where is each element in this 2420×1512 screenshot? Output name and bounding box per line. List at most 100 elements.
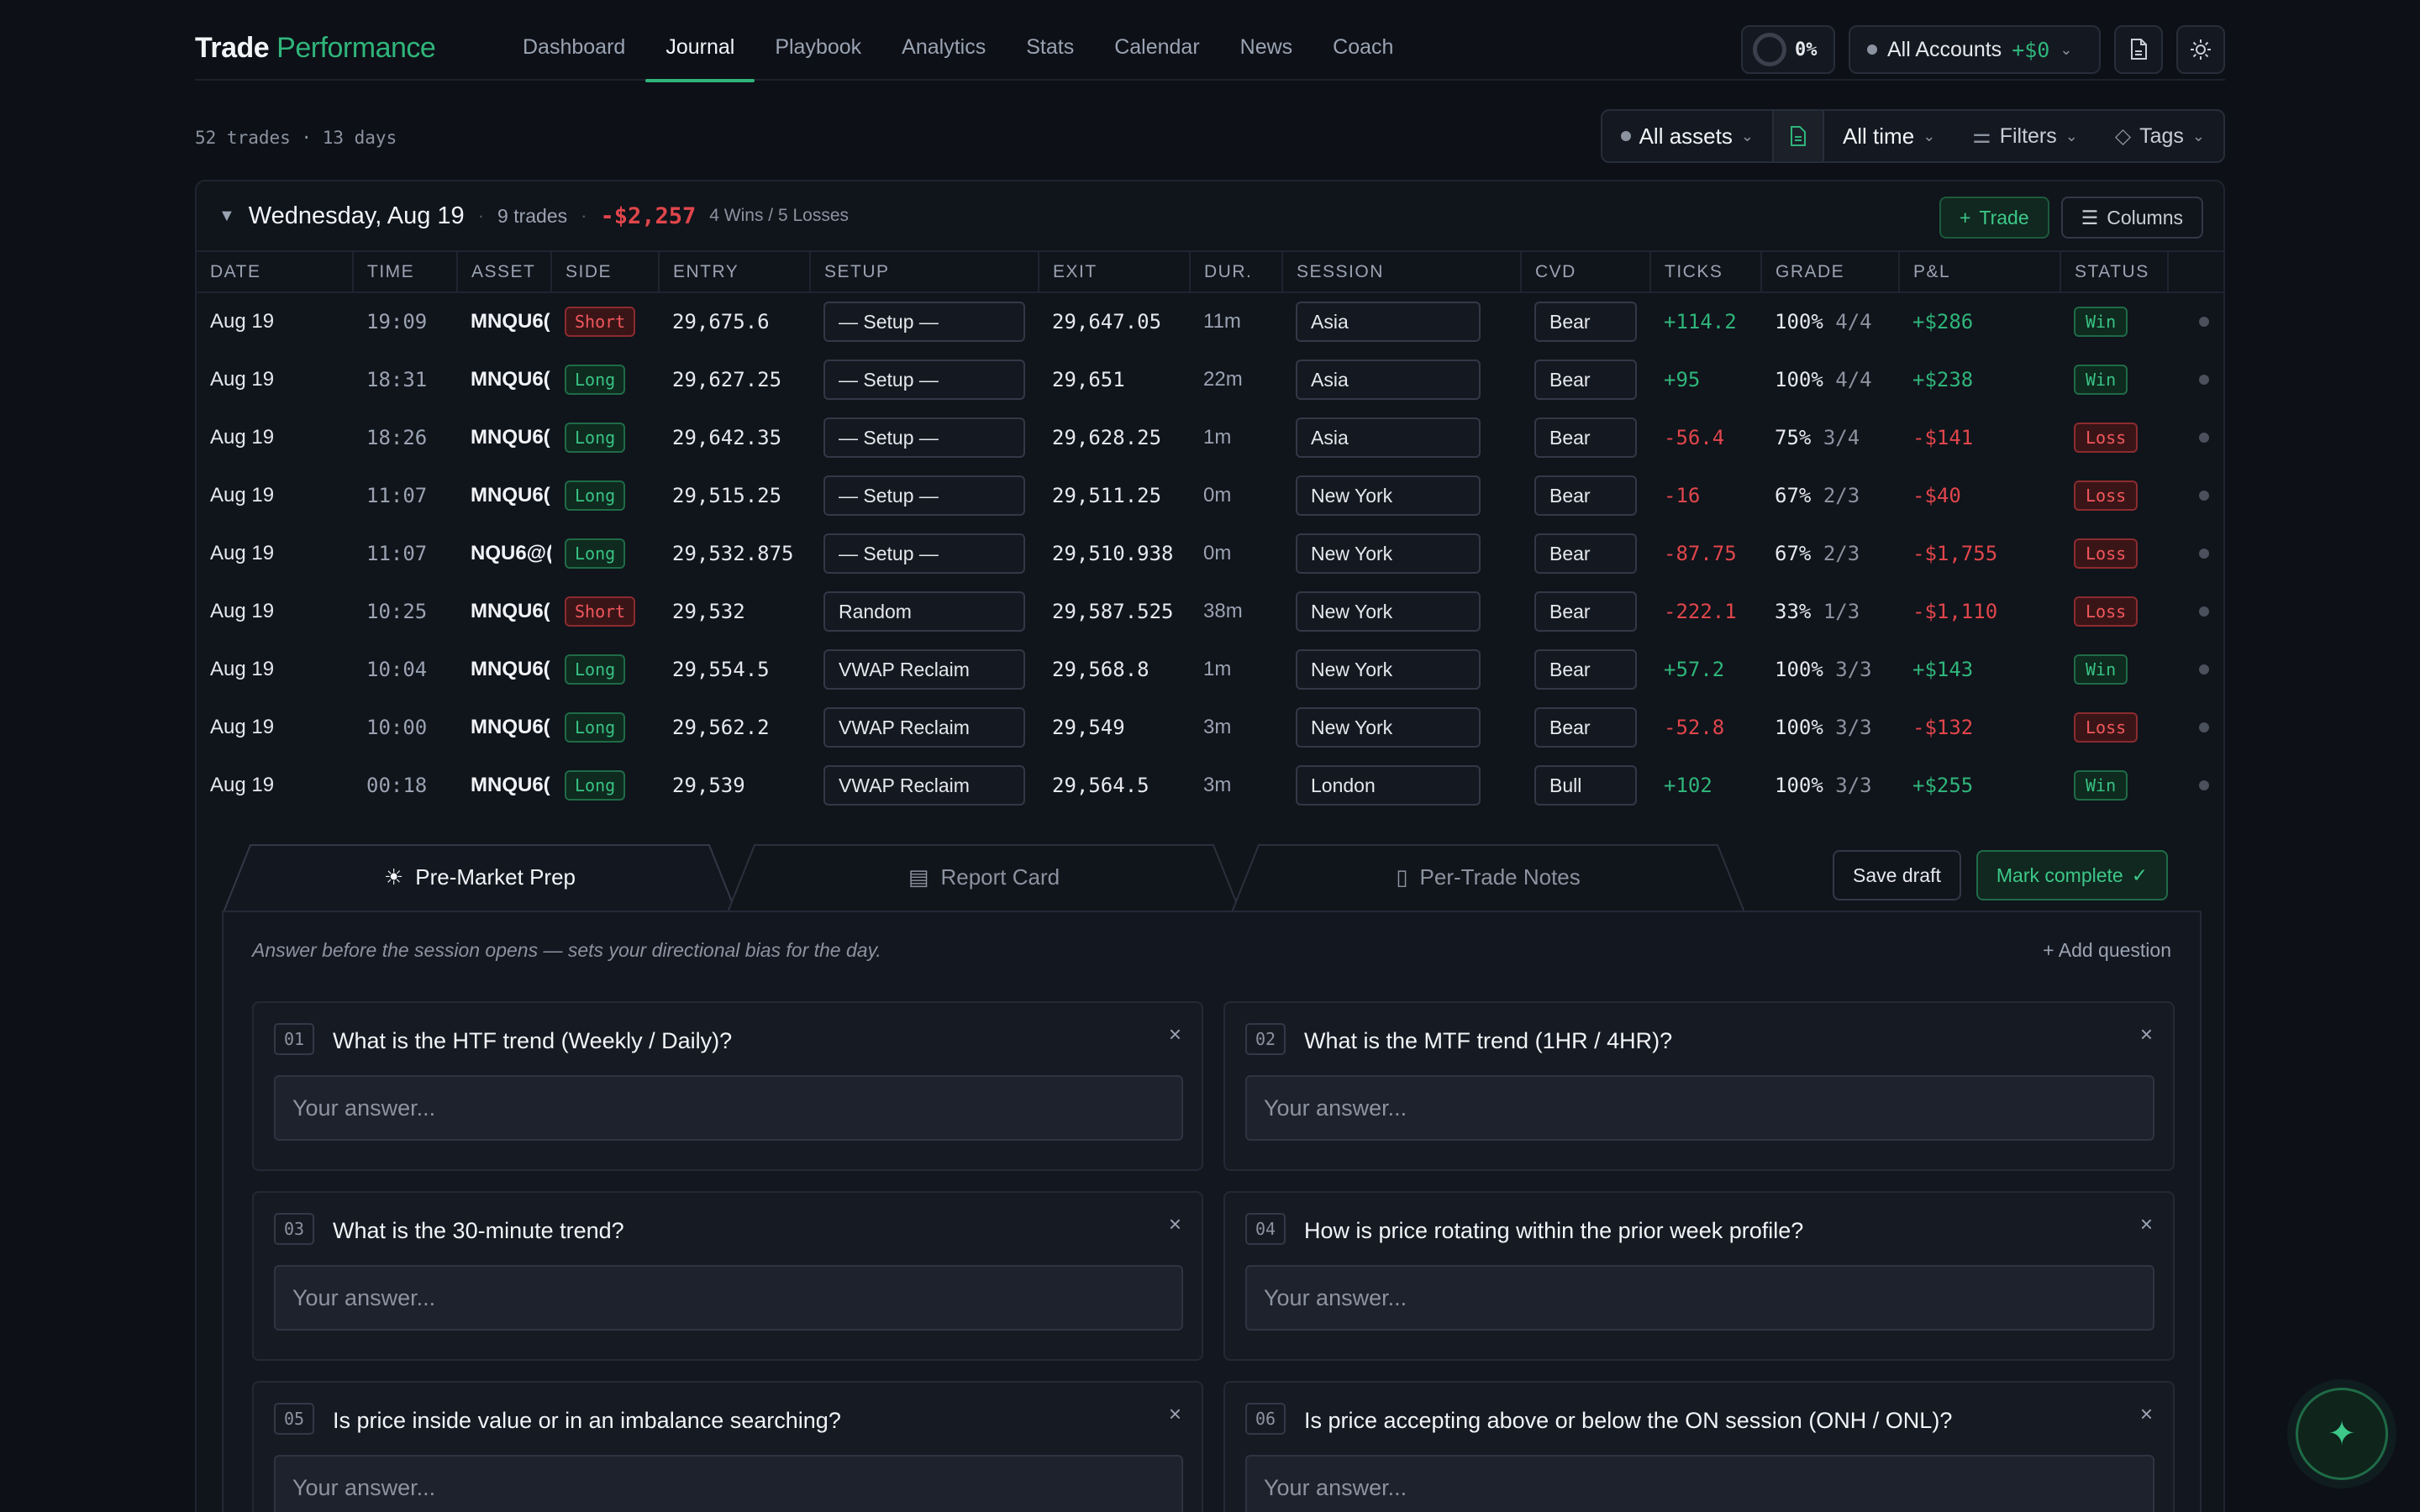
setup-select[interactable]: VWAP Reclaim	[823, 764, 1025, 806]
cvd-select[interactable]: Bear	[1534, 706, 1637, 748]
account-selector[interactable]: All Accounts +$0 ⌄	[1849, 25, 2101, 74]
table-row[interactable]: Aug 19 10:00 MNQU6(Long 29,562.2 VWAP Reclai…	[197, 698, 2223, 756]
column-header[interactable]: CVD	[1521, 252, 1651, 293]
columns-button[interactable]: ☰ Columns	[2060, 197, 2203, 239]
close-icon[interactable]: ×	[1168, 1021, 1181, 1047]
row-menu-dot-icon[interactable]	[2199, 780, 2209, 790]
column-header[interactable]: EXIT	[1039, 252, 1191, 293]
tags-dropdown[interactable]: ◇ Tags ⌄	[2096, 111, 2223, 161]
setup-select[interactable]: VWAP Reclaim	[823, 706, 1025, 748]
answer-input[interactable]	[1245, 1075, 2154, 1141]
answer-input[interactable]	[274, 1075, 1183, 1141]
close-icon[interactable]: ×	[1168, 1401, 1181, 1426]
assets-filter[interactable]: All assets ⌄	[1602, 111, 1772, 161]
setup-select[interactable]: VWAP Reclaim	[823, 648, 1025, 690]
column-header[interactable]: P&L	[1899, 252, 2061, 293]
cell-menu[interactable]	[2168, 466, 2223, 524]
session-select[interactable]: New York	[1296, 591, 1481, 632]
table-row[interactable]: Aug 19 19:09 MNQU6(Short 29,675.6 — Setup — 2…	[197, 292, 2223, 350]
setup-select[interactable]: — Setup —	[823, 302, 1025, 342]
filters-dropdown[interactable]: ⚌ Filters ⌄	[1954, 111, 2096, 161]
time-filter[interactable]: All time ⌄	[1824, 111, 1954, 161]
close-icon[interactable]: ×	[2139, 1021, 2153, 1047]
tab-pre-market-prep[interactable]: ☀ Pre-Market Prep	[222, 842, 738, 912]
ai-assistant-button[interactable]: ✦	[2296, 1388, 2388, 1480]
add-question-link[interactable]: + Add question	[2043, 939, 2171, 961]
setup-select[interactable]: — Setup —	[823, 359, 1025, 400]
nav-stats[interactable]: Stats	[1026, 35, 1075, 59]
cell-menu[interactable]	[2168, 756, 2223, 814]
answer-input[interactable]	[274, 1265, 1183, 1331]
cvd-select[interactable]: Bear	[1534, 475, 1637, 516]
session-select[interactable]: New York	[1296, 706, 1481, 748]
session-select[interactable]: Asia	[1296, 417, 1481, 458]
column-header[interactable]: DUR.	[1190, 252, 1283, 293]
column-header[interactable]: TICKS	[1650, 252, 1762, 293]
cvd-select[interactable]: Bear	[1534, 359, 1637, 400]
mark-complete-button[interactable]: Mark complete ✓	[1975, 850, 2168, 900]
answer-input[interactable]	[274, 1455, 1183, 1512]
column-header[interactable]: SIDE	[551, 252, 660, 293]
cell-menu[interactable]	[2168, 698, 2223, 756]
column-header[interactable]: ENTRY	[659, 252, 811, 293]
setup-select[interactable]: Random	[823, 591, 1025, 632]
column-header[interactable]: STATUS	[2060, 252, 2169, 293]
column-header[interactable]: SESSION	[1282, 252, 1522, 293]
cvd-select[interactable]: Bear	[1534, 648, 1637, 690]
table-row[interactable]: Aug 19 10:25 MNQU6(Short 29,532 Random 29,587…	[197, 582, 2223, 640]
session-select[interactable]: London	[1296, 764, 1481, 806]
cell-menu[interactable]	[2168, 640, 2223, 698]
brand-logo[interactable]: Trade Performance	[195, 32, 436, 65]
cell-menu[interactable]	[2168, 408, 2223, 466]
cvd-select[interactable]: Bull	[1534, 764, 1637, 806]
row-menu-dot-icon[interactable]	[2199, 317, 2209, 327]
setup-select[interactable]: — Setup —	[823, 475, 1025, 516]
cell-menu[interactable]	[2168, 292, 2223, 350]
column-header[interactable]: TIME	[353, 252, 458, 293]
session-select[interactable]: Asia	[1296, 359, 1481, 400]
theme-toggle-button[interactable]	[2176, 25, 2225, 74]
table-row[interactable]: Aug 19 11:07 NQU6@(Long 29,532.875 — Setup —…	[197, 524, 2223, 582]
table-row[interactable]: Aug 19 11:07 MNQU6(Long 29,515.25 — Setup — 2…	[197, 466, 2223, 524]
add-trade-button[interactable]: + Trade	[1939, 197, 2049, 239]
row-menu-dot-icon[interactable]	[2199, 432, 2209, 443]
nav-coach[interactable]: Coach	[1333, 35, 1394, 59]
setup-select[interactable]: — Setup —	[823, 533, 1025, 574]
row-menu-dot-icon[interactable]	[2199, 606, 2209, 617]
row-menu-dot-icon[interactable]	[2199, 722, 2209, 732]
save-draft-button[interactable]: Save draft	[1833, 850, 1961, 900]
cell-menu[interactable]	[2168, 582, 2223, 640]
row-menu-dot-icon[interactable]	[2199, 490, 2209, 501]
row-menu-dot-icon[interactable]	[2199, 374, 2209, 385]
nav-analytics[interactable]: Analytics	[902, 35, 986, 59]
tab-per-trade-notes[interactable]: ▯ Per-Trade Notes	[1230, 842, 1746, 912]
close-icon[interactable]: ×	[1168, 1211, 1181, 1236]
row-menu-dot-icon[interactable]	[2199, 548, 2209, 559]
session-select[interactable]: New York	[1296, 648, 1481, 690]
day-header[interactable]: ▼ Wednesday, Aug 19 · 9 trades · -$2,257…	[197, 181, 2223, 252]
table-row[interactable]: Aug 19 10:04 MNQU6(Long 29,554.5 VWAP Reclai…	[197, 640, 2223, 698]
answer-input[interactable]	[1245, 1455, 2154, 1512]
tab-report-card[interactable]: ▤ Report Card	[726, 842, 1242, 912]
cvd-select[interactable]: Bear	[1534, 417, 1637, 458]
session-select[interactable]: Asia	[1296, 302, 1481, 342]
session-select[interactable]: New York	[1296, 475, 1481, 516]
table-row[interactable]: Aug 19 18:26 MNQU6(Long 29,642.35 — Setup — 2…	[197, 408, 2223, 466]
setup-select[interactable]: — Setup —	[823, 417, 1025, 458]
table-row[interactable]: Aug 19 18:31 MNQU6(Long 29,627.25 — Setup — 2…	[197, 350, 2223, 408]
close-icon[interactable]: ×	[2139, 1401, 2153, 1426]
cvd-select[interactable]: Bear	[1534, 302, 1637, 342]
answer-input[interactable]	[1245, 1265, 2154, 1331]
sheet-view-button[interactable]	[1771, 111, 1824, 161]
cell-menu[interactable]	[2168, 524, 2223, 582]
column-header[interactable]: DATE	[197, 252, 354, 293]
column-header[interactable]: ASSET	[457, 252, 552, 293]
session-select[interactable]: New York	[1296, 533, 1481, 574]
nav-calendar[interactable]: Calendar	[1114, 35, 1200, 59]
nav-journal[interactable]: Journal	[645, 0, 755, 82]
table-row[interactable]: Aug 19 00:18 MNQU6(Long 29,539 VWAP Reclaim 2…	[197, 756, 2223, 814]
collapse-triangle-icon[interactable]: ▼	[218, 206, 235, 225]
cvd-select[interactable]: Bear	[1534, 591, 1637, 632]
column-header[interactable]: SETUP	[810, 252, 1039, 293]
nav-news[interactable]: News	[1239, 35, 1293, 59]
